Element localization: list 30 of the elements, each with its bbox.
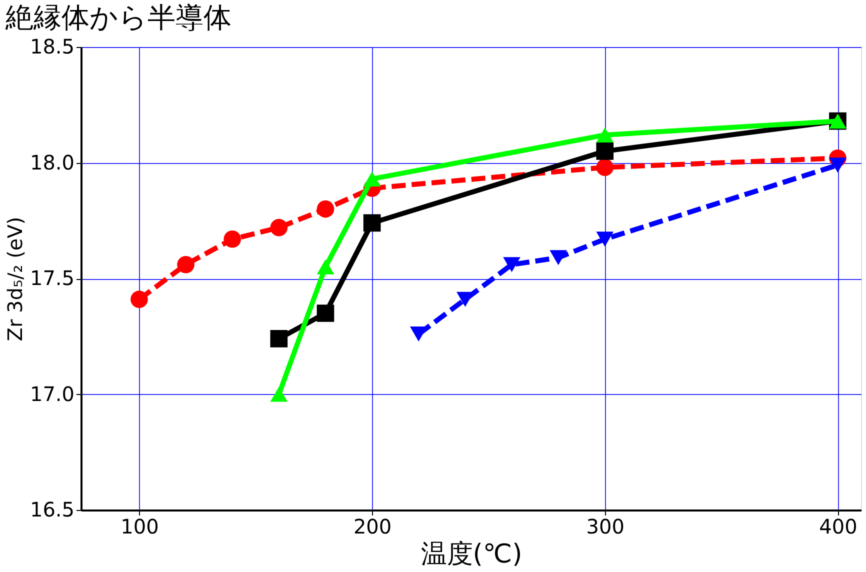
- point: [224, 230, 242, 248]
- point: [596, 232, 614, 247]
- point: [270, 330, 288, 348]
- y-tick-label: 16.5: [30, 498, 74, 522]
- y-tick-label: 17.0: [30, 382, 74, 406]
- point: [270, 386, 288, 402]
- point: [316, 259, 334, 274]
- point: [596, 158, 614, 176]
- chart-title: 絶縁体から半導体: [4, 1, 232, 34]
- point: [550, 250, 567, 266]
- point: [503, 257, 520, 272]
- x-tick-label: 400: [819, 514, 858, 538]
- y-tick-label: 18.5: [30, 34, 74, 58]
- y-tick-label: 17.5: [30, 266, 74, 290]
- point: [363, 171, 381, 186]
- point: [177, 256, 194, 274]
- y-tick-label: 18.0: [30, 150, 74, 174]
- y-axis-title: Zr 3d₅/₂ (eV): [2, 216, 27, 342]
- point: [596, 142, 614, 160]
- point: [316, 200, 334, 218]
- x-axis-title: 温度(℃): [420, 540, 522, 570]
- x-tick-label: 300: [586, 514, 624, 538]
- x-tick-label: 100: [120, 514, 159, 538]
- x-tick-label: 200: [353, 514, 392, 538]
- point: [130, 290, 148, 308]
- point: [270, 218, 288, 236]
- point: [596, 127, 614, 142]
- point: [829, 158, 846, 173]
- point: [363, 214, 381, 232]
- point: [316, 304, 334, 322]
